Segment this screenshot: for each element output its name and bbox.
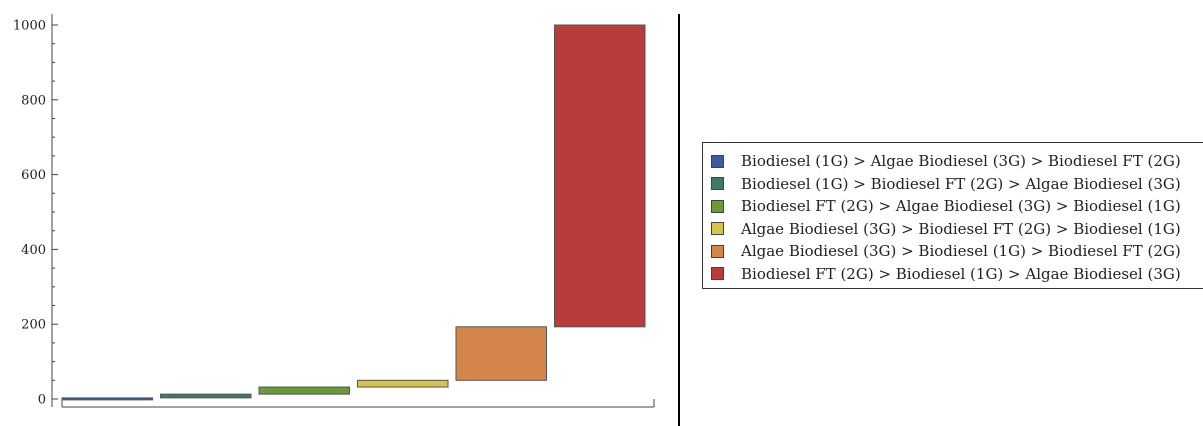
legend-label: Algae Biodiesel (3G) > Biodiesel FT (2G)… [741,219,1181,238]
legend-swatch [711,222,724,236]
panel-divider [678,14,680,426]
y-tick-label: 1000 [13,19,46,34]
y-tick-label: 400 [21,243,46,258]
legend-item-3: Biodiesel FT (2G) > Algae Biodiesel (3G)… [711,195,1203,218]
bars [61,24,646,401]
legend-swatch [711,177,724,191]
legend-swatch [711,154,724,168]
legend-item-5: Algae Biodiesel (3G) > Biodiesel (1G) > … [711,240,1203,263]
legend-label: Biodiesel FT (2G) > Biodiesel (1G) > Alg… [741,264,1181,283]
bar-4 [357,379,449,388]
legend-swatch [711,199,724,213]
legend-item-2: Biodiesel (1G) > Biodiesel FT (2G) > Alg… [711,173,1203,196]
bar-5 [455,326,547,381]
legend-item-1: Biodiesel (1G) > Algae Biodiesel (3G) > … [711,150,1203,173]
bar-2 [160,393,252,399]
bar-1 [61,397,153,401]
legend: Biodiesel (1G) > Algae Biodiesel (3G) > … [702,142,1203,289]
bar-6 [554,24,646,328]
legend-label: Biodiesel (1G) > Algae Biodiesel (3G) > … [741,152,1181,171]
y-tick-label: 800 [21,93,46,108]
y-tick-label: 200 [21,318,46,333]
y-tick-label: 0 [38,393,46,408]
waterfall-chart: 0 200 400 600 800 1000 [13,14,655,408]
legend-item-4: Algae Biodiesel (3G) > Biodiesel FT (2G)… [711,218,1203,241]
legend-label: Algae Biodiesel (3G) > Biodiesel (1G) > … [741,242,1181,261]
legend-swatch [711,267,724,281]
legend-item-6: Biodiesel FT (2G) > Biodiesel (1G) > Alg… [711,263,1203,286]
y-tick-label: 600 [21,168,46,183]
legend-label: Biodiesel FT (2G) > Algae Biodiesel (3G)… [741,197,1181,216]
axes: 0 200 400 600 800 1000 [13,14,655,408]
bar-3 [258,386,350,395]
legend-label: Biodiesel (1G) > Biodiesel FT (2G) > Alg… [741,174,1181,193]
legend-swatch [711,244,724,258]
